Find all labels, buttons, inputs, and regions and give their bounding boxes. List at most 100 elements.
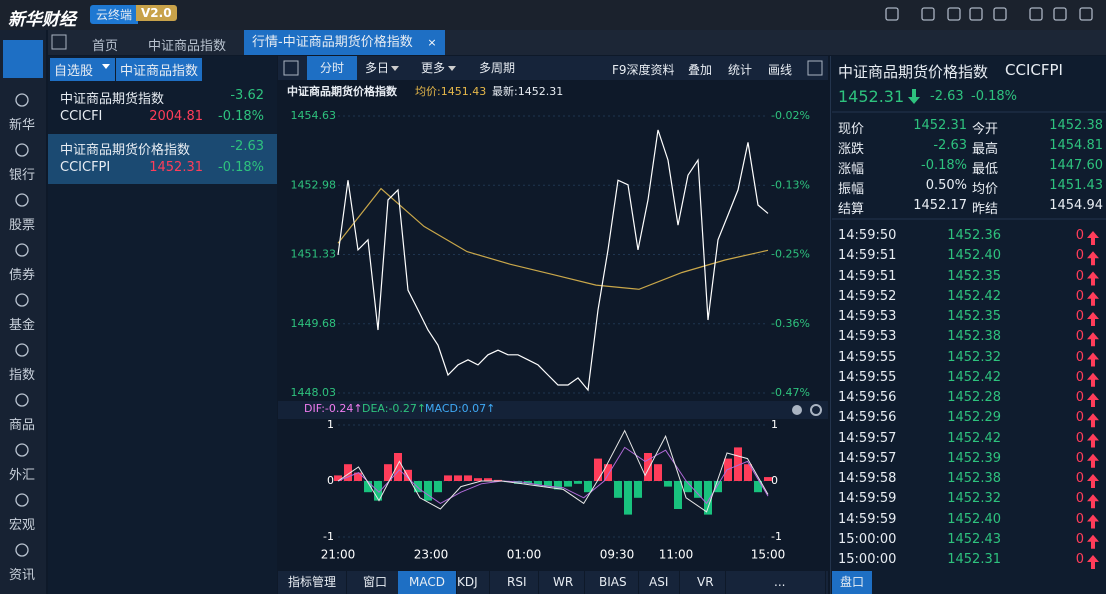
quote-val: 1452.31	[913, 118, 967, 133]
toolbar-btn[interactable]: 统计	[728, 63, 753, 77]
up-arrow	[1087, 352, 1099, 367]
nav-label[interactable]: 新华	[9, 118, 36, 133]
indicator-tab[interactable]: VR	[686, 571, 726, 594]
quote-val: 0.50%	[925, 178, 967, 193]
tick-time: 14:59:50	[838, 228, 897, 243]
nav-label[interactable]: 股票	[9, 218, 36, 233]
pct-label: -0.02%	[771, 109, 810, 122]
quote-val: 1454.81	[1049, 138, 1103, 153]
tab-close: ×	[427, 36, 436, 49]
nav-label[interactable]: 债券	[9, 268, 36, 283]
macd-bar	[544, 481, 552, 487]
nav-label[interactable]: 商品	[9, 418, 36, 433]
indicator-tab[interactable]: KDJ	[446, 571, 490, 594]
toolbar-btn[interactable]: 叠加	[688, 63, 713, 77]
macd-bar	[764, 477, 772, 481]
toolbar-btn[interactable]: 多周期	[479, 61, 516, 75]
macd-bar	[754, 481, 762, 493]
watch-group[interactable]: 中证商品指数	[116, 58, 203, 81]
logo: 新华财经	[8, 10, 76, 30]
pct-label: -0.36%	[771, 317, 810, 330]
bottom-tab[interactable]: 盘口	[832, 571, 873, 594]
quote-pct: -0.18%	[971, 89, 1017, 104]
macd-bar	[434, 481, 442, 493]
tab[interactable]: 中证商品指数	[148, 39, 227, 54]
quote-val: 1451.43	[1049, 178, 1103, 193]
nav-label[interactable]: 基金	[9, 318, 36, 333]
indicator-tab[interactable]: WR	[542, 571, 586, 594]
indicator-tab[interactable]: ...	[734, 571, 827, 594]
tick-time: 14:59:53	[838, 329, 897, 345]
version: V2.0	[136, 5, 177, 21]
tick-price: 1452.36	[947, 228, 1001, 243]
item-pct: -0.18%	[218, 109, 264, 124]
macd-bar	[444, 475, 452, 481]
tick-vol: 0	[1075, 228, 1084, 243]
macd-bar	[484, 478, 492, 481]
up-arrow	[1087, 271, 1099, 286]
indicator-tab[interactable]: RSI	[496, 571, 539, 594]
nav-icon	[15, 193, 29, 207]
macd-bar	[404, 469, 412, 481]
macd-bar	[474, 478, 482, 481]
x-tick-label: 15:00	[751, 548, 786, 562]
nav-label[interactable]: 银行	[9, 168, 36, 183]
tick-vol: 0	[1075, 268, 1084, 284]
nav-label[interactable]: 外汇	[9, 468, 36, 483]
macd-bar	[684, 481, 692, 493]
item-name: 中证商品期货价格指数	[60, 143, 191, 158]
tick-price: 1452.42	[947, 369, 1001, 385]
toolbar-btn[interactable]: 更多	[421, 61, 446, 75]
nav-icon	[15, 143, 29, 157]
chart-title: 中证商品期货价格指数	[287, 85, 397, 98]
indicator-tab[interactable]: BIAS	[588, 571, 639, 594]
toolbar-btn[interactable]: 画线	[768, 63, 793, 77]
watch-dropdown[interactable]: 自选股	[50, 58, 116, 81]
tick-time: 14:59:55	[838, 369, 897, 385]
tick-vol: 0	[1075, 390, 1084, 405]
x-tick-label: 11:00	[659, 548, 694, 562]
toolbar-icon	[1053, 7, 1067, 21]
up-arrow	[1087, 332, 1099, 347]
tick-vol: 0	[1075, 491, 1084, 507]
x-tick-label: 21:00	[321, 548, 356, 562]
toolbar-btn[interactable]: 分时	[307, 56, 358, 80]
toolbar-btn[interactable]: F9深度资料	[612, 63, 675, 77]
nav-icon	[15, 243, 29, 257]
macd-bar	[644, 453, 652, 481]
pct-label: -0.47%	[771, 386, 810, 399]
quote-price: 1452.31	[838, 87, 905, 106]
tick-price: 1452.29	[947, 410, 1001, 426]
tick-price: 1452.39	[947, 450, 1001, 466]
up-arrow	[1087, 372, 1099, 387]
quote-key: 现价	[838, 122, 865, 137]
tick-time: 14:59:52	[838, 288, 897, 304]
nav-label[interactable]: 宏观	[9, 518, 36, 533]
tick-vol: 0	[1075, 552, 1084, 567]
indicator-tab[interactable]: ASI	[638, 571, 681, 594]
nav-icon	[15, 493, 29, 507]
tab-active[interactable]: 行情-中证商品期货价格指数	[244, 30, 445, 55]
nav-label[interactable]: 指数	[9, 368, 36, 383]
tick-price: 1452.32	[947, 349, 1001, 365]
macd-bar	[454, 475, 462, 481]
macd-bar	[664, 481, 672, 487]
dif-line	[337, 429, 769, 513]
indicator-tab[interactable]: MACD	[398, 571, 457, 594]
price-line	[337, 129, 769, 392]
indicator-tab[interactable]: 指标管理	[278, 571, 348, 594]
toolbar-btn[interactable]: 多日	[365, 61, 390, 75]
dea-line	[337, 446, 769, 505]
toolbar-icon	[1079, 7, 1093, 21]
quote-key: 涨幅	[838, 162, 865, 177]
nav-label[interactable]: 资讯	[9, 568, 36, 583]
tick-time: 14:59:57	[838, 430, 897, 446]
toolbar-icon	[993, 7, 1007, 21]
arrow	[448, 66, 456, 71]
macd-bar	[534, 481, 542, 486]
quote-val: 1447.60	[1049, 158, 1103, 173]
macd-bar	[344, 464, 352, 481]
tab[interactable]: 首页	[92, 39, 119, 54]
y-tick-label: 1449.68	[291, 317, 337, 330]
